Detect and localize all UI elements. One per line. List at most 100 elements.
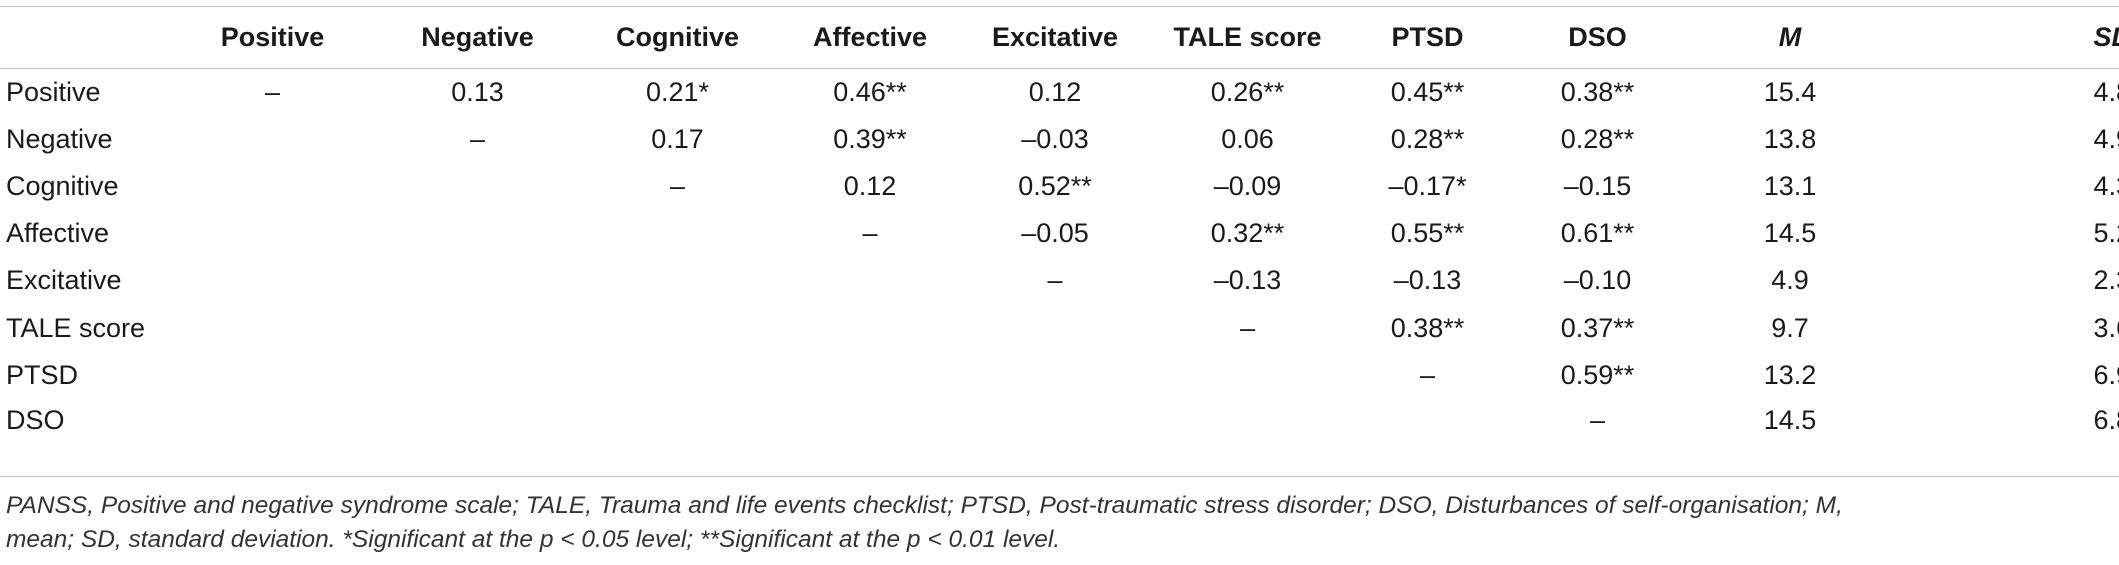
table-cell: 4.3 [2093,170,2119,201]
table-cell [380,352,575,399]
row-label: TALE score [6,312,146,343]
table-row: Positive – 0.13 0.21* 0.46** 0.12 0.26** 0.45**… [0,69,2119,116]
table-cell: –0.15 [1563,170,1632,201]
row-label: Excitative [6,265,122,296]
table-cell [780,257,960,304]
table-cell: 4.9 [2093,123,2119,154]
table-cell [165,210,380,257]
table-cell: 0.52** [1018,170,1092,201]
column-header: SD [1895,6,2119,69]
table-cell [1150,352,1345,399]
table-cell: 0.28** [1390,123,1465,154]
table-cell [780,352,960,399]
table-cell [1150,399,1345,446]
table-body: Positive –0.13 0.21* 0.46** 0.12 0.26** 0.45**… [0,69,2119,447]
column-header: Cognitive [575,6,780,69]
table-cell [575,304,780,351]
table-cell: 4.9 [1771,265,1809,296]
table-cell: –0.03 [1021,123,1089,154]
footer-rule [0,476,2119,477]
header-corner [0,6,165,69]
table-cell: 0.55** [1390,218,1465,249]
table-cell [380,163,575,210]
table-cell [380,304,575,351]
row-label: Cognitive [6,170,119,201]
table-cell [165,163,380,210]
table-cell [575,399,780,446]
table-cell: –0.09 [1213,170,1282,201]
table-header: Positive Negative Cognitive Affective Excita… [0,6,2119,69]
table-cell: 6.8 [2093,404,2119,435]
table-cell [380,257,575,304]
table-cell: 6.9 [2093,359,2119,390]
table-cell: – [669,170,686,201]
column-header: Negative [380,6,575,69]
table-cell: 0.59** [1560,359,1635,390]
table-cell: 0.12 [843,170,897,201]
row-label: Affective [6,218,110,249]
table-cell: –0.17* [1388,170,1467,201]
table-row: Excitative – –0.13 –0.13 –0.10 4.9 2.3 [0,257,2119,304]
table-row: TALE score – 0.38** 0.37** 9.7 3.6 [0,304,2119,351]
table-cell: 0.13 [451,76,504,107]
table-cell: – [264,76,281,107]
table-cell [165,352,380,399]
table-cell [575,257,780,304]
footnote-line-2: mean; SD, standard deviation. *Significa… [6,526,1061,553]
table-cell: 0.38** [1390,312,1465,343]
table-cell [165,257,380,304]
header-row: Positive Negative Cognitive Affective Excita… [0,6,2119,69]
row-label: Negative [6,123,113,154]
table-cell: 0.21* [645,76,710,107]
column-header: Affective [780,6,960,69]
table-cell [380,399,575,446]
table-cell: 0.12 [1028,76,1082,107]
table-cell [1345,399,1510,446]
table-cell: 0.06 [1221,123,1274,154]
table-footnote: PANSS, Positive and negative syndrome sc… [6,489,2106,557]
table-cell: – [1047,265,1063,296]
table-cell [780,304,960,351]
correlation-table: Positive Negative Cognitive Affective Excita… [0,6,2119,446]
table-cell: 0.28** [1560,123,1635,154]
table-cell: 0.46** [833,76,907,107]
table-row: PTSD – 0.59** 13.2 6.9 [0,352,2119,399]
column-header: Positive [165,6,380,69]
table-cell: – [1419,359,1436,390]
row-label: PTSD [6,359,79,390]
table-row: Cognitive – 0.12 0.52** –0.09 –0.17* –0.15 13.1… [0,163,2119,210]
column-header: M [1685,6,1895,69]
table-cell: – [469,123,486,154]
footnote-line-1: PANSS, Positive and negative syndrome sc… [6,492,1843,519]
table-row: DSO – 14.5 6.8 [0,399,2119,446]
table-cell: 0.38** [1560,76,1635,107]
table-cell: 0.32** [1210,218,1285,249]
column-header: Excitative [960,6,1150,69]
column-header: PTSD [1345,6,1510,69]
table-cell: 13.2 [1763,359,1817,390]
table-cell: –0.13 [1393,265,1462,296]
column-header: TALE score [1150,6,1345,69]
table-cell: 2.3 [2093,265,2119,296]
table-cell: 5.2 [2093,218,2119,249]
table-cell: 9.7 [1771,312,1809,343]
table-cell: 13.1 [1763,170,1817,201]
table-cell: – [1239,312,1256,343]
table-cell: 0.26** [1210,76,1285,107]
column-header: DSO [1510,6,1685,69]
table-cell: –0.13 [1213,265,1282,296]
table-cell: 13.8 [1763,123,1817,154]
table-cell: – [862,218,878,249]
table-row: Negative – 0.17 0.39** –0.03 0.06 0.28** 0.28**… [0,116,2119,163]
row-label: Positive [6,76,101,107]
table-cell [960,399,1150,446]
table-row: Affective – –0.05 0.32** 0.55** 0.61** 14.5 5.2 [0,210,2119,257]
table-cell: 15.4 [1763,76,1817,107]
table-cell: 0.17 [651,123,704,154]
table-cell [780,399,960,446]
table-cell [960,352,1150,399]
table-cell: 3.6 [2093,312,2119,343]
table-cell: 0.45** [1390,76,1465,107]
table-cell: –0.10 [1563,265,1632,296]
